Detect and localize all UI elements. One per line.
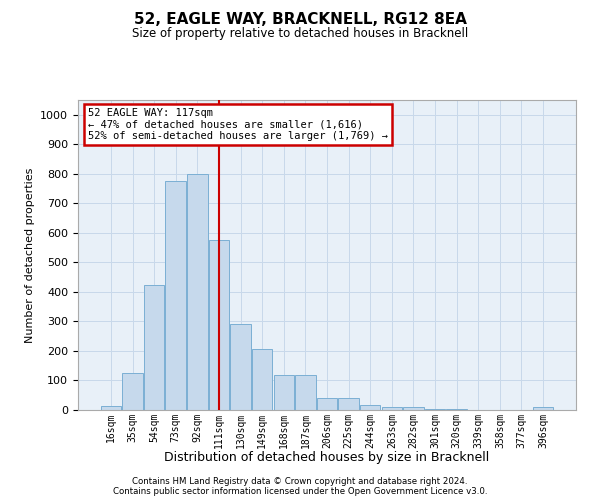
Text: Distribution of detached houses by size in Bracknell: Distribution of detached houses by size … <box>164 451 490 464</box>
Text: Size of property relative to detached houses in Bracknell: Size of property relative to detached ho… <box>132 28 468 40</box>
Text: 52, EAGLE WAY, BRACKNELL, RG12 8EA: 52, EAGLE WAY, BRACKNELL, RG12 8EA <box>134 12 466 28</box>
Bar <box>209 240 229 410</box>
Bar <box>425 408 445 410</box>
Text: Contains HM Land Registry data © Crown copyright and database right 2024.: Contains HM Land Registry data © Crown c… <box>132 476 468 486</box>
Text: Contains public sector information licensed under the Open Government Licence v3: Contains public sector information licen… <box>113 486 487 496</box>
Bar <box>166 181 186 410</box>
Bar <box>446 408 467 410</box>
Bar <box>533 407 553 410</box>
Bar <box>360 404 380 410</box>
Bar <box>101 406 121 410</box>
Bar <box>382 407 402 410</box>
Bar <box>122 373 143 410</box>
Bar <box>295 376 316 410</box>
Y-axis label: Number of detached properties: Number of detached properties <box>25 168 35 342</box>
Bar <box>187 174 208 410</box>
Text: 52 EAGLE WAY: 117sqm
← 47% of detached houses are smaller (1,616)
52% of semi-de: 52 EAGLE WAY: 117sqm ← 47% of detached h… <box>88 108 388 141</box>
Bar <box>317 398 337 410</box>
Bar <box>274 376 294 410</box>
Bar <box>252 349 272 410</box>
Bar <box>144 284 164 410</box>
Bar <box>338 398 359 410</box>
Bar <box>403 407 424 410</box>
Bar <box>230 324 251 410</box>
